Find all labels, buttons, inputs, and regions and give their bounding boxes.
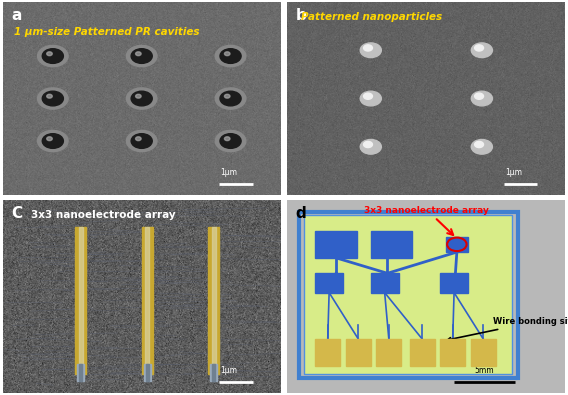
Bar (304, 215, 512, 374)
Bar (75, 227, 86, 374)
Circle shape (220, 49, 241, 63)
Bar (315, 231, 357, 258)
Bar (79, 364, 82, 382)
Text: 5mm: 5mm (475, 366, 494, 375)
Circle shape (471, 139, 492, 154)
Bar (144, 364, 151, 382)
Circle shape (42, 134, 64, 149)
Circle shape (215, 130, 246, 152)
Bar (371, 231, 412, 258)
Circle shape (367, 49, 377, 56)
Circle shape (131, 49, 152, 63)
Bar (208, 227, 219, 374)
Circle shape (360, 43, 381, 58)
Circle shape (47, 137, 52, 141)
Circle shape (475, 45, 483, 51)
Bar (141, 227, 153, 374)
Circle shape (224, 94, 230, 98)
Text: a: a (11, 8, 22, 23)
Bar (346, 339, 371, 366)
Bar (440, 273, 468, 293)
Circle shape (220, 134, 241, 149)
Circle shape (37, 130, 68, 152)
Circle shape (478, 49, 488, 56)
Bar (315, 339, 340, 366)
Circle shape (367, 97, 377, 104)
Circle shape (224, 52, 230, 56)
Bar (212, 364, 215, 382)
Bar (410, 339, 435, 366)
Circle shape (215, 88, 246, 109)
Circle shape (471, 43, 492, 58)
Bar (377, 339, 402, 366)
Bar (212, 227, 216, 374)
Text: 1μm: 1μm (220, 168, 237, 177)
Text: b: b (296, 8, 307, 23)
Circle shape (475, 93, 483, 99)
Bar (471, 339, 496, 366)
Circle shape (475, 141, 483, 148)
Bar (304, 215, 512, 374)
Text: 1 μm-size Patterned PR cavities: 1 μm-size Patterned PR cavities (14, 27, 199, 37)
Circle shape (127, 45, 157, 67)
Bar (78, 227, 82, 374)
Circle shape (471, 91, 492, 106)
Circle shape (37, 88, 68, 109)
Circle shape (364, 45, 373, 51)
Bar (299, 211, 518, 378)
Circle shape (136, 94, 141, 98)
Bar (145, 227, 149, 374)
Circle shape (224, 137, 230, 141)
Circle shape (131, 91, 152, 106)
Bar (440, 339, 465, 366)
Circle shape (127, 130, 157, 152)
Circle shape (478, 97, 488, 104)
Text: 3x3 nanoelectrode array: 3x3 nanoelectrode array (31, 210, 176, 220)
Text: Wire bonding site: Wire bonding site (448, 317, 568, 341)
Bar (210, 364, 218, 382)
Circle shape (127, 88, 157, 109)
Bar (315, 273, 343, 293)
Bar (146, 364, 149, 382)
Circle shape (360, 139, 381, 154)
Bar (446, 237, 468, 252)
Text: d: d (296, 206, 307, 221)
Circle shape (364, 141, 373, 148)
Text: 1μm: 1μm (506, 168, 523, 177)
Circle shape (220, 91, 241, 106)
Text: Patterned nanoparticles: Patterned nanoparticles (302, 11, 442, 22)
Circle shape (42, 49, 64, 63)
Bar (371, 273, 399, 293)
Circle shape (136, 52, 141, 56)
Circle shape (360, 91, 381, 106)
Circle shape (136, 137, 141, 141)
Text: 1μm: 1μm (220, 366, 237, 375)
Bar (77, 364, 84, 382)
Circle shape (131, 134, 152, 149)
Circle shape (42, 91, 64, 106)
Text: 3x3 nanoelectrode array: 3x3 nanoelectrode array (364, 206, 488, 215)
Text: C: C (11, 206, 22, 221)
Circle shape (215, 45, 246, 67)
Circle shape (47, 52, 52, 56)
Circle shape (47, 94, 52, 98)
Circle shape (478, 145, 488, 152)
Circle shape (367, 145, 377, 152)
Circle shape (37, 45, 68, 67)
Circle shape (364, 93, 373, 99)
